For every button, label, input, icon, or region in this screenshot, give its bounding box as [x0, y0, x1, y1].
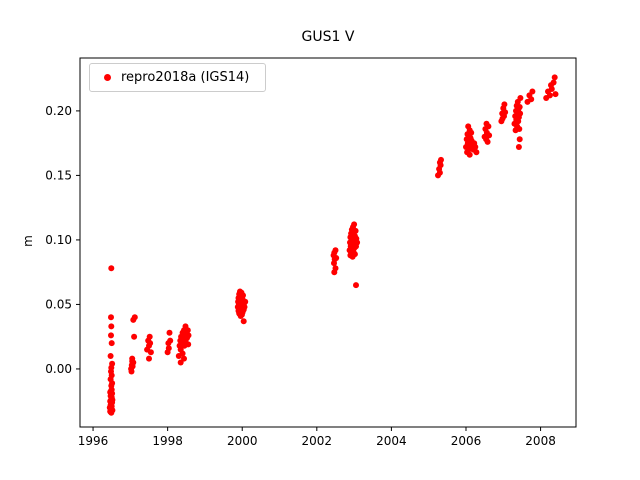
data-point [185, 332, 192, 339]
data-point [108, 265, 115, 272]
data-point [516, 104, 523, 110]
x-tick-label: 2004 [376, 434, 407, 448]
x-tick-label: 2002 [302, 434, 333, 448]
data-point [166, 329, 173, 336]
data-point [107, 353, 114, 359]
data-point [167, 337, 174, 344]
data-point [146, 333, 153, 340]
data-point [546, 92, 553, 99]
data-point [516, 136, 523, 143]
y-tick-label: 0.15 [45, 168, 72, 182]
data-point [515, 144, 522, 150]
axes-frame [79, 57, 577, 428]
data-point [109, 360, 116, 367]
data-point [436, 159, 443, 166]
data-point [351, 251, 358, 258]
data-point [529, 88, 536, 95]
data-point [129, 355, 136, 362]
data-point [128, 368, 135, 375]
data-point [109, 396, 116, 403]
data-point [131, 314, 138, 321]
data-point [165, 345, 172, 352]
data-point [181, 355, 187, 362]
data-point [146, 355, 152, 362]
data-point [333, 255, 340, 261]
data-point [108, 332, 114, 339]
data-point [108, 340, 115, 347]
data-point [352, 227, 359, 234]
data-point [240, 292, 246, 299]
legend-marker-icon [104, 74, 111, 81]
x-tick-label: 2008 [525, 434, 556, 448]
data-point [517, 95, 524, 101]
data-point [516, 126, 523, 132]
x-tick-label: 1996 [78, 434, 109, 448]
legend-label: repro2018a (IGS14) [121, 70, 250, 85]
x-tick-label: 2006 [451, 434, 482, 448]
data-point [548, 86, 555, 92]
data-point [131, 333, 138, 340]
data-point [436, 169, 443, 176]
data-point [485, 123, 492, 130]
data-point [517, 110, 524, 117]
y-axis-label: m [20, 235, 35, 247]
y-tick-label: 0.05 [45, 297, 72, 311]
data-point [472, 144, 479, 150]
data-point [552, 91, 559, 98]
data-point [486, 132, 493, 139]
data-point [528, 96, 535, 103]
data-point [147, 340, 154, 347]
data-point [242, 298, 249, 305]
data-point [108, 323, 115, 330]
data-point [468, 129, 475, 136]
data-point [108, 314, 114, 321]
data-point [353, 282, 359, 289]
chart-title: GUS1 V [301, 29, 355, 45]
data-point [466, 151, 473, 158]
data-point [473, 149, 480, 156]
x-tick-label: 2000 [227, 434, 258, 448]
data-point [501, 101, 508, 108]
data-point [331, 269, 338, 276]
legend: repro2018a (IGS14) [89, 63, 267, 92]
y-tick-label: 0.00 [45, 362, 72, 376]
y-tick-label: 0.20 [45, 104, 72, 118]
data-point [551, 74, 558, 81]
data-point [354, 239, 361, 246]
data-point [185, 341, 192, 348]
data-point [109, 407, 116, 414]
data-point [147, 349, 154, 356]
data-point [332, 247, 339, 254]
data-point [241, 304, 248, 310]
data-point [179, 350, 186, 357]
x-tick-label: 1998 [152, 434, 183, 448]
data-point [502, 109, 509, 116]
data-point [550, 79, 557, 86]
y-tick-label: 0.10 [45, 233, 72, 247]
data-point [484, 138, 491, 145]
data-point [184, 327, 191, 334]
data-point [240, 318, 247, 325]
data-point [351, 221, 358, 228]
